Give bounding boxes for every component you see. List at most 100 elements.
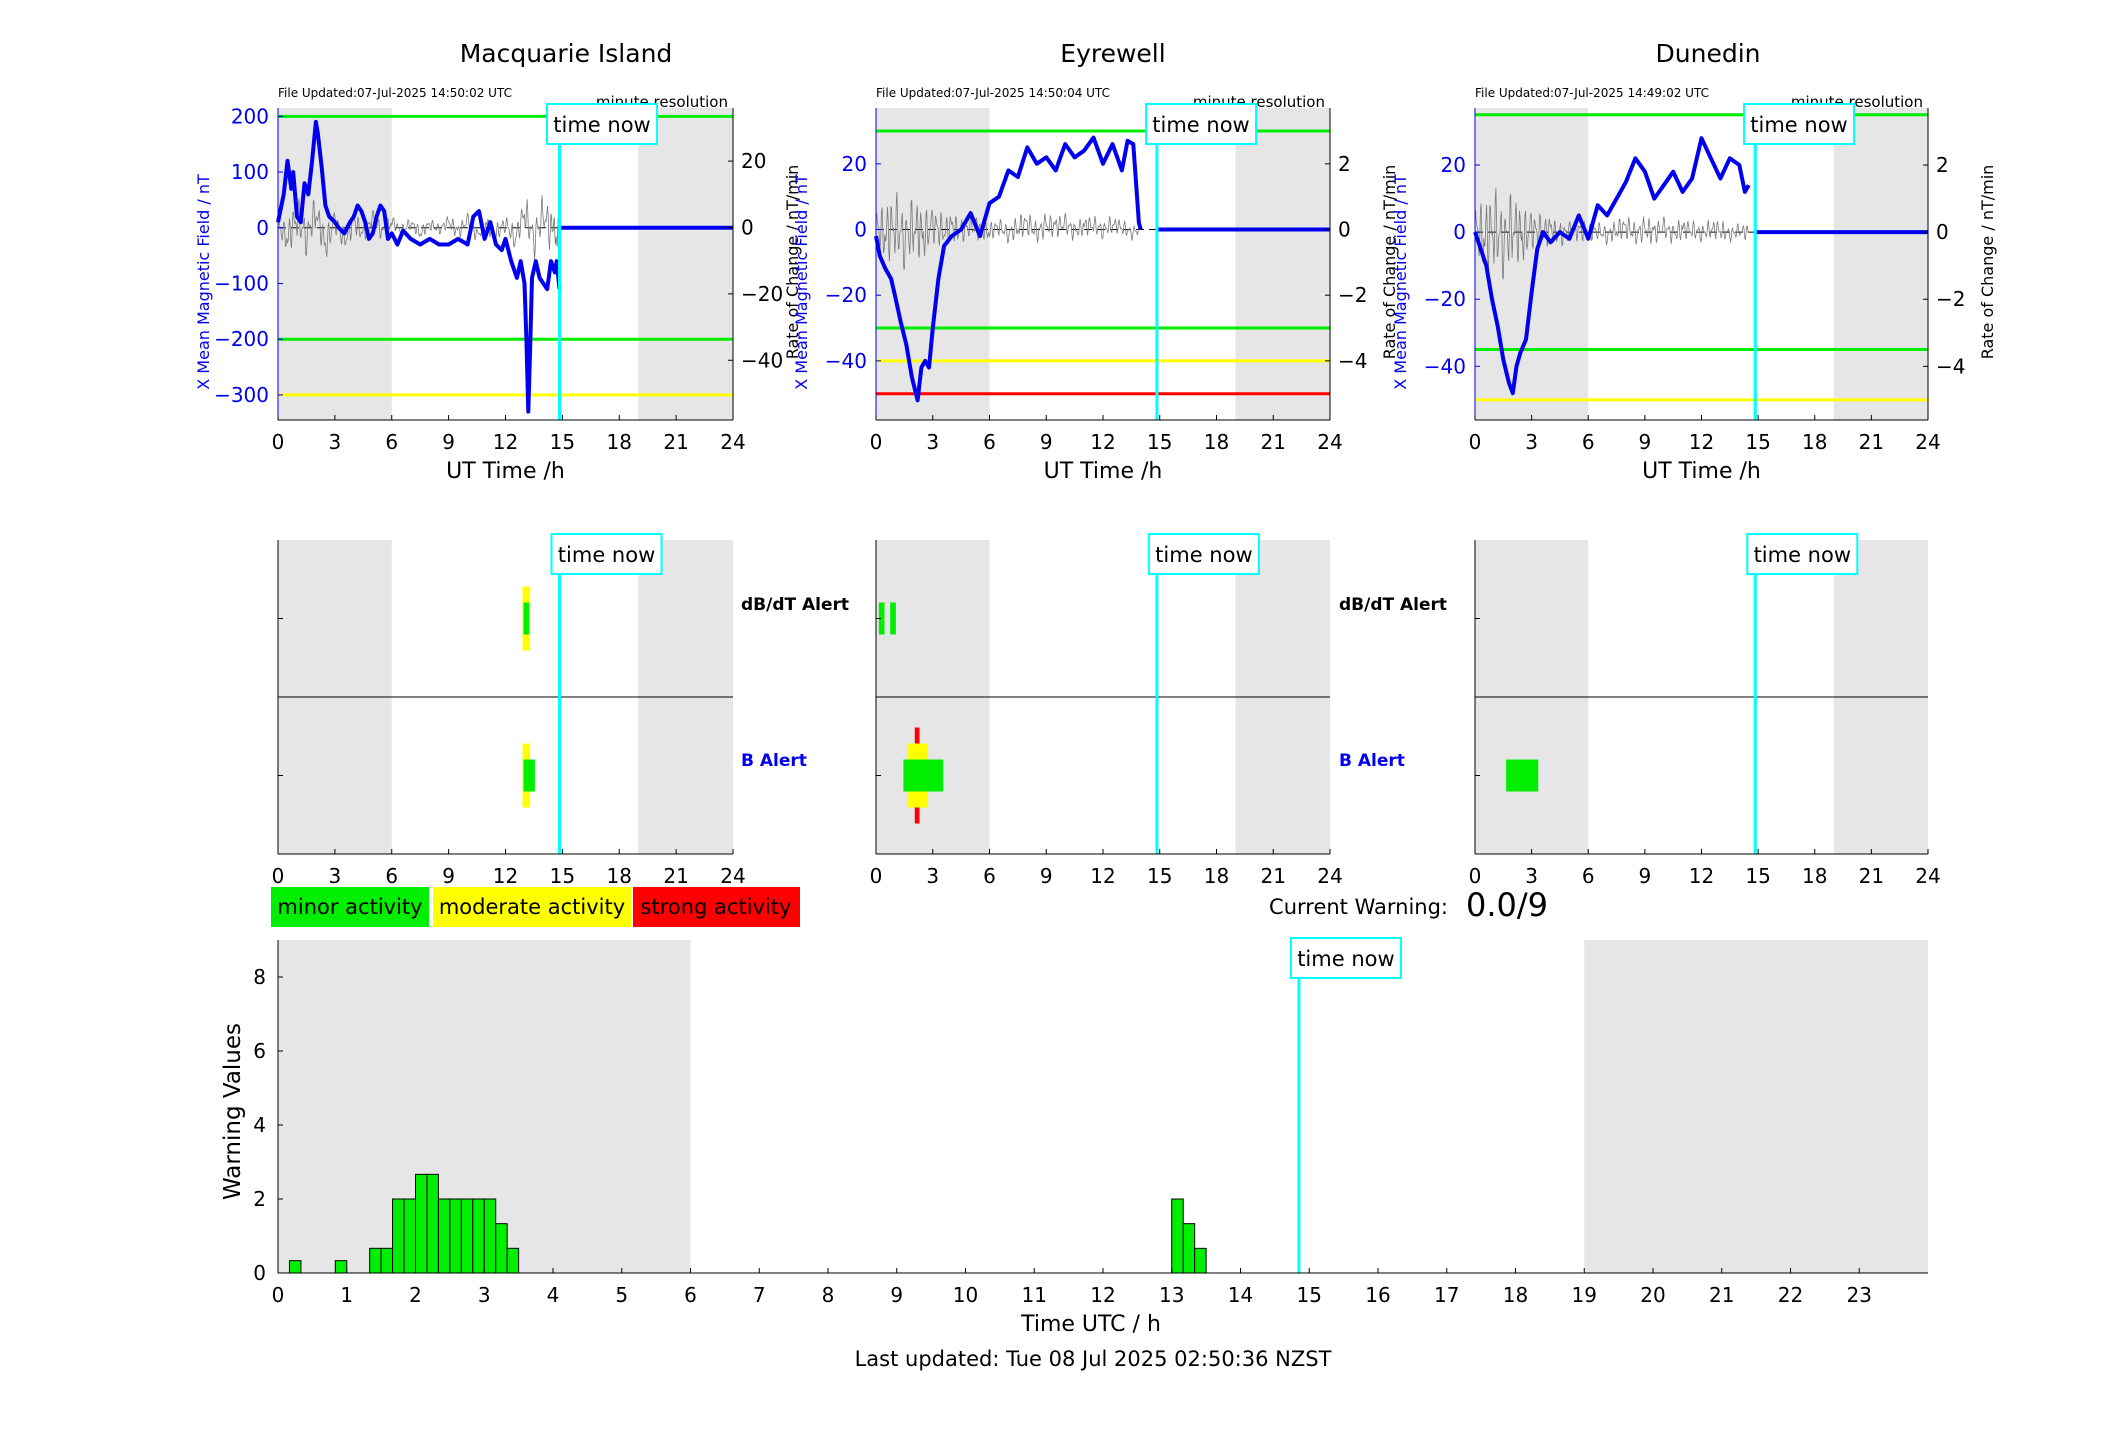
macquarie-y2tick-label: 0 (741, 215, 754, 239)
alert-macquarie-xtick-label: 9 (442, 864, 455, 888)
alert-eyrewell-xtick-label: 18 (1204, 864, 1229, 888)
legend-strong-label: strong activity (641, 895, 792, 919)
legend-moderate-swatch (433, 887, 631, 927)
eyrewell-ytick-label: −40 (825, 349, 867, 373)
eyrewell-y2tick-label: 0 (1338, 218, 1351, 242)
alert-macquarie-dbdt-alert-minor (523, 602, 530, 635)
alert-macquarie-b-alert-minor (523, 759, 535, 792)
warning-bar (415, 1173, 428, 1274)
warning-xtick-label: 1 (340, 1283, 353, 1307)
last-updated: Last updated: Tue 08 Jul 2025 02:50:36 N… (855, 1347, 1332, 1371)
eyrewell-xlabel: UT Time /h (1044, 459, 1163, 484)
alert-macquarie-xtick-label: 12 (493, 864, 518, 888)
alert-macquarie-xtick-label: 15 (550, 864, 575, 888)
alert-dunedin-xtick-label: 6 (1582, 864, 1595, 888)
warning-xtick-label: 22 (1778, 1283, 1803, 1307)
warning-xtick-label: 3 (478, 1283, 491, 1307)
warning-xtick-label: 5 (615, 1283, 628, 1307)
eyrewell-night-shade-1 (1235, 108, 1330, 420)
eyrewell-y2tick-label: −2 (1338, 283, 1367, 307)
warning-bar (403, 1198, 416, 1274)
eyrewell-y2tick-label: −4 (1338, 349, 1367, 373)
eyrewell-file-updated: File Updated:07-Jul-2025 14:50:04 UTC (876, 86, 1110, 100)
macquarie-y2tick-label: −20 (741, 282, 783, 306)
macquarie-ytick-label: 200 (231, 104, 269, 128)
warning-xtick-label: 12 (1090, 1283, 1115, 1307)
warning-ytick-label: 8 (253, 965, 266, 989)
legend-moderate-label: moderate activity (439, 895, 625, 919)
eyrewell-xtick-label: 3 (926, 430, 939, 454)
eyrewell-ytick-label: 20 (842, 152, 867, 176)
alert-macquarie-xtick-label: 18 (607, 864, 632, 888)
warning-xtick-label: 11 (1022, 1283, 1047, 1307)
alert-eyrewell-time-now-label: time now (1155, 543, 1252, 567)
title-dunedin: Dunedin (1656, 39, 1761, 68)
warning-ytick-label: 4 (253, 1113, 266, 1137)
warning-bar (380, 1247, 394, 1274)
macquarie-xtick-label: 18 (607, 430, 632, 454)
warning-bar (1171, 1198, 1184, 1274)
eyrewell-xtick-label: 15 (1147, 430, 1172, 454)
warning-bar (1182, 1223, 1196, 1274)
warning-ytick-label: 2 (253, 1187, 266, 1211)
warning-bar (334, 1260, 348, 1274)
dunedin-xtick-label: 12 (1689, 430, 1714, 454)
warning-bar (483, 1198, 497, 1274)
alert-eyrewell-xtick-label: 6 (983, 864, 996, 888)
warning-bar (506, 1247, 520, 1274)
dunedin-xtick-label: 15 (1745, 430, 1770, 454)
dunedin-y2label: Rate of Change / nT/min (1978, 165, 1997, 360)
macquarie-xtick-label: 9 (442, 430, 455, 454)
alert-dunedin-xtick-label: 0 (1469, 864, 1482, 888)
eyrewell-rate-series (875, 191, 1141, 270)
eyrewell-xtick-label: 24 (1317, 430, 1342, 454)
dunedin-xlabel: UT Time /h (1642, 459, 1761, 484)
macquarie-file-updated: File Updated:07-Jul-2025 14:50:02 UTC (278, 86, 512, 100)
eyrewell-xtick-label: 9 (1040, 430, 1053, 454)
macquarie-xtick-label: 3 (329, 430, 342, 454)
alert-eyrewell-xtick-label: 24 (1317, 864, 1342, 888)
dunedin-y2tick-label: −4 (1936, 354, 1965, 378)
dunedin-xtick-label: 9 (1639, 430, 1652, 454)
dunedin-xtick-label: 0 (1469, 430, 1482, 454)
macquarie-ytick-label: 100 (231, 160, 269, 184)
alert-plot-dunedin: 0 3 6 9 12 15 18 21 24 time now (1469, 533, 1941, 888)
warning-bar (1194, 1247, 1207, 1274)
alert-eyrewell-xtick-label: 0 (870, 864, 883, 888)
dunedin-ylabel: X Mean Magnetic Field / nT (1391, 174, 1410, 390)
alert-eyrewell-xtick-label: 9 (1040, 864, 1053, 888)
dunedin-night-shade-1 (1833, 108, 1928, 420)
warning-xtick-label: 6 (684, 1283, 697, 1307)
alert-plot-macquarie: 0 3 6 9 12 15 18 21 24 time now (272, 533, 746, 888)
macquarie-night-shade-1 (638, 108, 733, 420)
warning-xtick-label: 17 (1434, 1283, 1459, 1307)
legend-minor-swatch (271, 887, 429, 927)
macquarie-ytick-label: −300 (214, 383, 269, 407)
macquarie-ylabel: X Mean Magnetic Field / nT (194, 174, 213, 390)
warning-bar (369, 1247, 382, 1274)
alert-eyrewell-xtick-label: 12 (1090, 864, 1115, 888)
warning-ytick-label: 6 (253, 1039, 266, 1063)
warning-values-chart: 0 1 2 3 4 5 6 7 8 9 10 11 12 13 14 15 16 17 18 19 20 21 22 2302… (220, 937, 1928, 1337)
macquarie-xtick-label: 21 (663, 430, 688, 454)
warning-xtick-label: 2 (409, 1283, 422, 1307)
dunedin-ytick-label: −20 (1424, 287, 1466, 311)
dunedin-time-now-label: time now (1750, 113, 1847, 137)
alert-eyrewell-xtick-label: 21 (1261, 864, 1286, 888)
eyrewell-field-series (874, 135, 1143, 403)
eyrewell-xtick-label: 12 (1090, 430, 1115, 454)
warning-xtick-label: 20 (1640, 1283, 1665, 1307)
warning-xtick-label: 0 (272, 1283, 285, 1307)
eyrewell-night-shade-0 (876, 108, 990, 420)
alert-dunedin-xtick-label: 9 (1639, 864, 1652, 888)
warning-ytick-label: 0 (253, 1261, 266, 1285)
warning-xtick-label: 23 (1847, 1283, 1872, 1307)
alert-plot-eyrewell: 0 3 6 9 12 15 18 21 24 time now (870, 533, 1343, 888)
warning-xtick-label: 16 (1365, 1283, 1390, 1307)
title-macquarie: Macquarie Island (460, 39, 673, 68)
warning-bar (449, 1198, 462, 1274)
dunedin-ytick-label: −40 (1424, 354, 1466, 378)
dunedin-rate-series (1474, 187, 1749, 280)
eyrewell-y2label: Rate of Change / nT/min (1380, 165, 1399, 360)
